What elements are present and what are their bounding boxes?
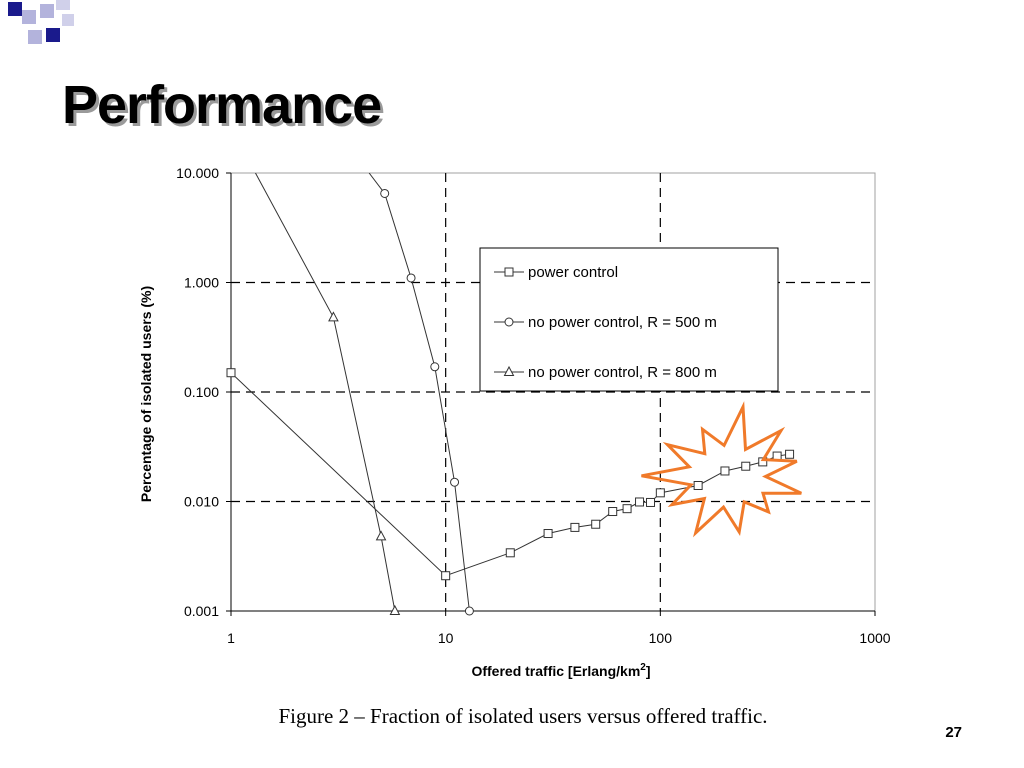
data-point-power-control <box>655 488 665 498</box>
deco-square <box>28 30 42 44</box>
deco-square <box>62 14 74 26</box>
x-tick-label: 100 <box>649 630 673 646</box>
y-tick-label: 0.010 <box>184 494 219 510</box>
data-point-power-control <box>785 449 795 459</box>
legend-label: no power control, R = 500 m <box>528 314 717 331</box>
y-tick-label: 0.100 <box>184 384 219 400</box>
data-point-power-control <box>591 519 601 529</box>
data-point-power-control <box>570 522 580 532</box>
legend-label: no power control, R = 800 m <box>528 364 717 381</box>
y-tick-label: 1.000 <box>184 275 219 291</box>
deco-square <box>40 4 54 18</box>
data-point-no-power-control-r800 <box>328 311 339 322</box>
slide-title: Performance <box>62 75 382 135</box>
data-point-no-power-control-r500 <box>380 188 390 198</box>
legend-marker <box>504 317 514 327</box>
data-point-no-power-control-r800 <box>389 604 401 615</box>
y-tick-label: 10.000 <box>176 165 219 181</box>
slide-corner-decoration <box>8 0 74 44</box>
legend-label: power control <box>528 264 618 281</box>
data-point-no-power-control-r500 <box>406 273 416 283</box>
data-point-power-control <box>505 548 515 558</box>
series-line-no-power-control-r800 <box>255 173 396 611</box>
legend-marker <box>503 365 515 376</box>
legend-box <box>479 247 779 392</box>
page-number: 27 <box>945 724 962 741</box>
data-point-power-control <box>646 497 656 507</box>
y-tick-label: 0.001 <box>184 603 219 619</box>
x-tick-label: 10 <box>438 630 454 646</box>
data-point-power-control <box>720 466 730 476</box>
data-point-no-power-control-r500 <box>450 477 460 487</box>
data-point-power-control <box>608 507 618 517</box>
deco-square <box>46 28 60 42</box>
data-point-power-control <box>635 497 645 507</box>
data-point-power-control <box>226 368 236 378</box>
data-point-no-power-control-r500 <box>464 606 474 616</box>
data-point-power-control <box>741 461 751 471</box>
x-tick-label: 1000 <box>859 630 890 646</box>
x-tick-label: 1 <box>227 630 235 646</box>
deco-square <box>22 10 36 24</box>
x-axis-title: Offered traffic [Erlang/km2] <box>471 662 650 679</box>
deco-square <box>56 0 70 10</box>
data-point-power-control <box>622 504 632 514</box>
legend-marker <box>504 267 514 277</box>
data-point-no-power-control-r800 <box>375 530 387 541</box>
deco-square <box>8 2 22 16</box>
data-point-power-control <box>543 529 553 539</box>
figure-caption: Figure 2 – Fraction of isolated users ve… <box>278 704 768 728</box>
data-point-power-control <box>441 571 451 581</box>
burst-annotation <box>641 401 802 538</box>
y-axis-title: Percentage of isolated users (%) <box>138 286 154 502</box>
data-point-no-power-control-r500 <box>430 362 440 372</box>
data-point-power-control <box>693 480 703 490</box>
